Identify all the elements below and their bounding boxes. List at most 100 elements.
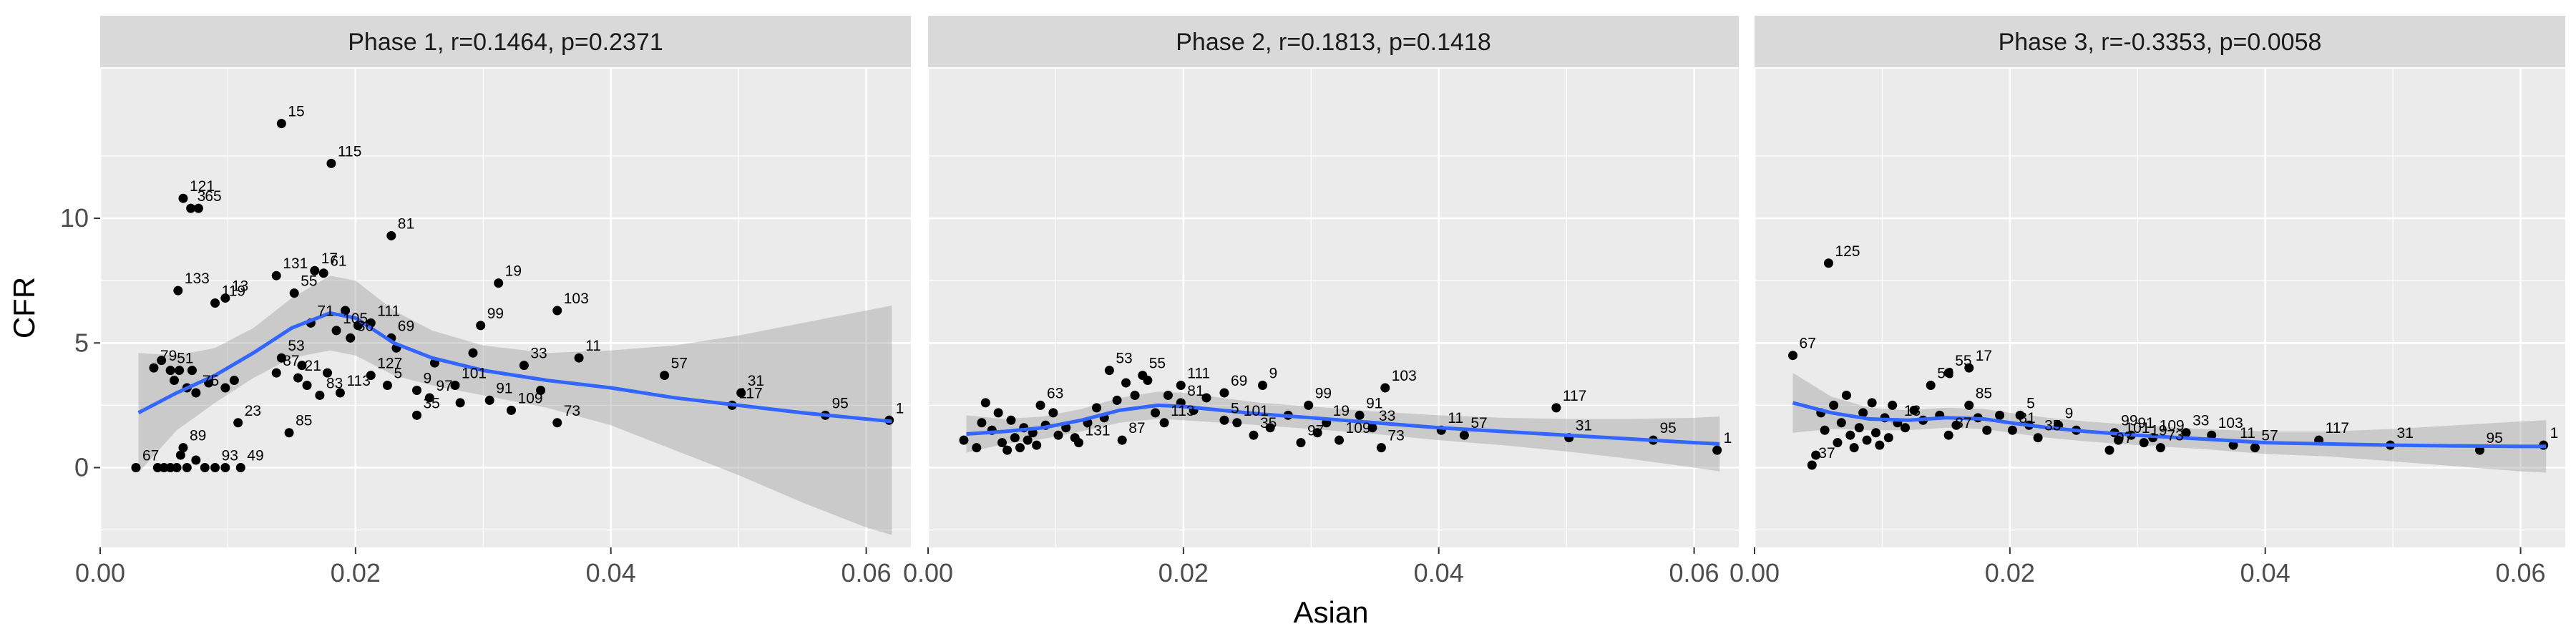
data-point <box>476 321 486 331</box>
data-point <box>2228 440 2238 450</box>
data-point <box>2015 410 2025 420</box>
point-label: 11 <box>1448 410 1463 426</box>
data-point <box>1035 400 1045 410</box>
point-label: 95 <box>831 395 848 411</box>
facet-title: Phase 1, r=0.1464, p=0.2371 <box>348 29 663 56</box>
data-point <box>736 388 746 398</box>
point-label: 51 <box>177 351 193 367</box>
point-label: 15 <box>288 104 304 120</box>
point-label: 1 <box>896 400 904 416</box>
data-point <box>1964 400 1974 410</box>
point-label: 13 <box>1904 403 1921 419</box>
data-point <box>382 381 392 391</box>
data-point <box>235 463 245 472</box>
data-point <box>1858 408 1868 418</box>
y-tick-label: 10 <box>60 203 89 233</box>
data-point <box>980 398 990 408</box>
data-point <box>173 286 183 296</box>
data-point <box>1092 403 1102 413</box>
data-point <box>1232 418 1242 428</box>
data-point <box>1015 443 1025 453</box>
data-point <box>1845 430 1855 440</box>
data-point <box>2181 428 2191 438</box>
data-point <box>2114 435 2124 445</box>
data-point <box>1712 445 1722 455</box>
x-tick-label: 0.00 <box>75 558 125 587</box>
point-label: 67 <box>1800 336 1816 352</box>
data-point <box>1296 438 1306 448</box>
data-point <box>1355 410 1365 420</box>
data-point <box>660 371 670 381</box>
point-label: 87 <box>283 353 299 369</box>
point-label: 133 <box>185 270 210 287</box>
data-point <box>1820 425 1830 435</box>
data-point <box>149 363 159 373</box>
point-label: 93 <box>222 448 238 464</box>
data-point <box>455 398 465 408</box>
x-tick-label: 0.02 <box>331 558 381 587</box>
data-point <box>220 293 230 303</box>
data-point <box>191 388 201 398</box>
point-label: 57 <box>2261 428 2278 444</box>
data-point <box>131 463 141 472</box>
point-label: 87 <box>1128 420 1145 436</box>
data-point <box>1841 390 1851 400</box>
panel-background <box>1755 69 2565 547</box>
data-point <box>331 326 341 336</box>
data-point <box>271 368 281 378</box>
data-point <box>1995 410 2005 420</box>
data-point <box>386 230 396 240</box>
data-point <box>1006 415 1016 425</box>
y-tick-label: 0 <box>74 453 89 482</box>
data-point <box>997 438 1007 448</box>
point-label: 89 <box>190 428 206 444</box>
point-label: 53 <box>1937 366 1953 382</box>
data-point <box>1867 398 1877 408</box>
point-label: 73 <box>1387 428 1404 444</box>
point-label: 99 <box>487 306 504 322</box>
data-point <box>993 408 1003 418</box>
point-label: 101 <box>2125 420 2150 436</box>
data-point <box>1849 443 1859 453</box>
facet-strip <box>100 16 911 67</box>
data-point <box>1875 440 1885 450</box>
point-label: 19 <box>505 263 522 280</box>
data-point <box>302 381 312 391</box>
data-point <box>519 361 529 371</box>
data-point <box>210 298 220 308</box>
point-label: 31 <box>748 373 764 389</box>
point-label: 33 <box>1379 408 1395 424</box>
facet-strip <box>928 16 1739 67</box>
point-label: 37 <box>1818 445 1835 462</box>
point-label: 49 <box>247 448 263 464</box>
point-label: 5 <box>2026 395 2035 411</box>
point-label: 1 <box>1724 430 1732 447</box>
data-point <box>484 395 494 405</box>
data-point <box>1951 420 1961 430</box>
x-tick-label: 0.00 <box>1729 558 1780 587</box>
point-label: 111 <box>377 303 400 319</box>
point-label: 91 <box>496 380 512 396</box>
point-label: 131 <box>283 255 308 272</box>
panel-background <box>928 69 1739 547</box>
facet-title: Phase 2, r=0.1813, p=0.1418 <box>1176 29 1491 56</box>
point-label: 83 <box>326 375 343 391</box>
point-label: 1 <box>2550 425 2559 441</box>
data-point <box>318 268 328 278</box>
data-point <box>1249 430 1259 440</box>
data-point <box>220 383 230 393</box>
point-label: 117 <box>738 385 762 401</box>
data-point <box>1002 445 1013 455</box>
point-label: 97 <box>436 378 452 394</box>
data-point <box>186 203 196 213</box>
data-point <box>972 443 982 453</box>
data-point <box>552 418 562 428</box>
data-point <box>468 348 478 358</box>
point-label: 13 <box>232 278 248 295</box>
point-label: 81 <box>2019 410 2035 426</box>
point-label: 75 <box>203 373 219 389</box>
point-label: 117 <box>1563 388 1586 404</box>
